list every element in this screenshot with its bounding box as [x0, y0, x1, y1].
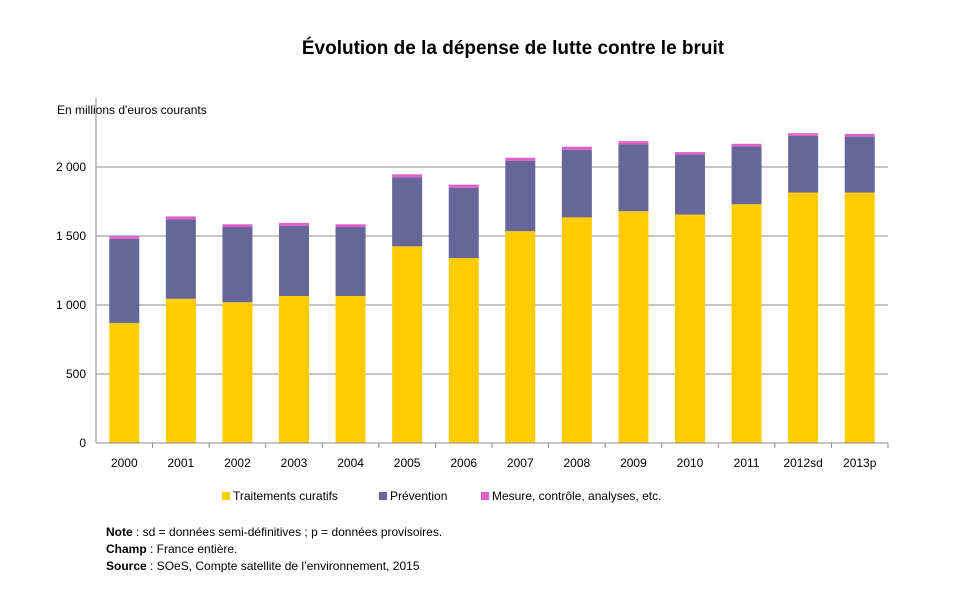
legend-label: Mesure, contrôle, analyses, etc.	[492, 489, 661, 503]
x-tick-label: 2011	[734, 456, 760, 470]
legend-label: Prévention	[390, 489, 447, 503]
x-tick-label: 2004	[337, 456, 364, 470]
bar-segment	[618, 211, 649, 443]
bar-segment	[561, 149, 592, 218]
bar-segment	[675, 214, 705, 443]
bar-segment	[448, 184, 479, 188]
legend-label: Traitements curatifs	[233, 489, 338, 503]
x-tick-label: 2012sd	[783, 456, 822, 470]
bar-segment	[279, 296, 309, 443]
bar-segment	[335, 224, 366, 228]
bar-segment	[788, 133, 819, 136]
bar-segment	[335, 227, 366, 297]
legend-swatch	[222, 492, 230, 500]
champ-label: Champ	[106, 542, 147, 556]
note-line: Note : sd = données semi-définitives ; p…	[106, 524, 442, 541]
bar-segment	[505, 160, 536, 232]
note-text: : sd = données semi-définitives ; p = do…	[132, 525, 443, 539]
bar-segment	[165, 298, 196, 443]
champ-line: Champ : France entière.	[106, 541, 442, 558]
bar-segment	[618, 141, 649, 145]
chart-title: Évolution de la dépense de lutte contre …	[302, 37, 725, 59]
bar-segment	[731, 143, 762, 147]
x-tick-label: 2008	[564, 456, 591, 470]
bar-segment	[222, 227, 253, 303]
bar-segment	[392, 246, 423, 443]
legend-swatch	[379, 492, 387, 500]
x-tick-label: 2005	[394, 456, 421, 470]
legend-swatch	[481, 492, 489, 500]
bar-segment	[505, 231, 536, 443]
y-tick-label: 500	[66, 367, 86, 381]
bar-segment	[844, 192, 875, 443]
source-text: : SOeS, Compte satellite de l’environnem…	[146, 559, 420, 573]
bar-segment	[165, 216, 196, 220]
x-tick-label: 2003	[281, 456, 308, 470]
bar-segment	[109, 236, 140, 239]
y-axis-label: En millions d'euros courants	[57, 103, 207, 117]
x-tick-label: 2013p	[843, 456, 877, 470]
x-tick-label: 2000	[111, 456, 138, 470]
bar-segment	[731, 204, 762, 443]
bar-segment	[448, 187, 479, 259]
bar-segment	[844, 133, 875, 137]
bar-segment	[392, 177, 423, 247]
bar-segment	[561, 146, 592, 150]
bar-segment	[675, 152, 705, 155]
x-tick-label: 2001	[168, 456, 195, 470]
bar-segment	[675, 154, 705, 215]
y-tick-label: 1 500	[56, 229, 86, 243]
bar-segment	[109, 238, 140, 323]
bar-segment	[335, 296, 366, 443]
bar-segment	[618, 144, 649, 212]
bar-segment	[279, 225, 309, 297]
bar-segment	[561, 217, 592, 443]
bar-segment	[788, 135, 819, 193]
bar-segment	[109, 322, 140, 443]
bar-segment	[731, 146, 762, 205]
y-tick-label: 0	[79, 436, 86, 450]
bar-segment	[165, 219, 196, 299]
x-tick-label: 2002	[224, 456, 251, 470]
bar-segment	[448, 258, 479, 443]
x-tick-label: 2009	[620, 456, 647, 470]
champ-text: : France entière.	[146, 542, 238, 556]
bar-segment	[392, 174, 423, 178]
x-tick-label: 2007	[507, 456, 534, 470]
bar-segment	[844, 136, 875, 193]
bar-segment	[222, 224, 253, 228]
bar-segment	[222, 302, 253, 443]
x-tick-label: 2010	[677, 456, 704, 470]
note-label: Note	[106, 525, 133, 539]
source-label: Source	[106, 559, 147, 573]
x-tick-label: 2006	[450, 456, 477, 470]
chart-notes: Note : sd = données semi-définitives ; p…	[106, 524, 442, 575]
y-tick-label: 2 000	[56, 160, 86, 174]
bar-segment	[279, 222, 309, 226]
source-line: Source : SOeS, Compte satellite de l’env…	[106, 558, 442, 575]
bar-segment	[505, 157, 536, 161]
y-tick-label: 1 000	[56, 298, 86, 312]
bar-segment	[788, 192, 819, 443]
